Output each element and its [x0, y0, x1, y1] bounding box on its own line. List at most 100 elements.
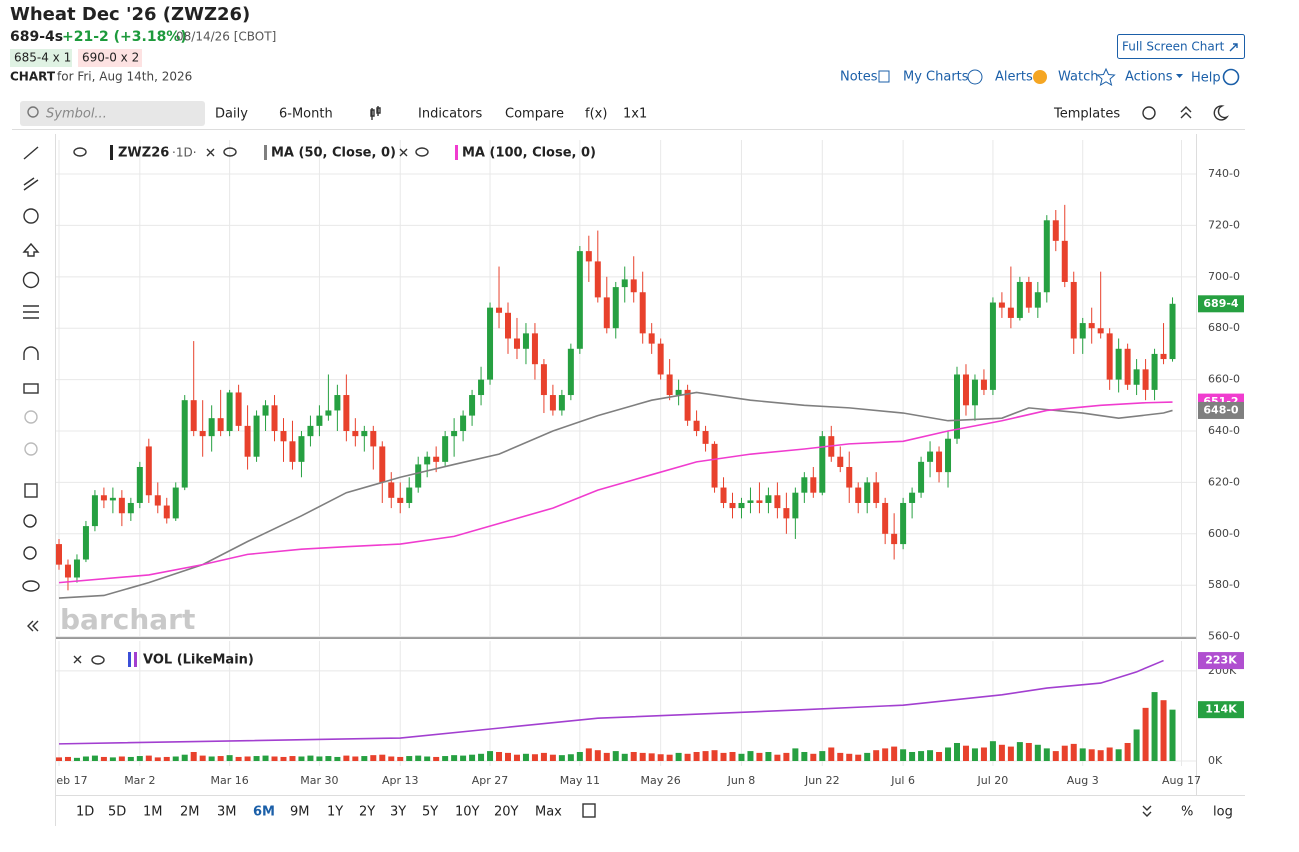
link[interactable]: Watch: [1058, 70, 1098, 85]
log-toggle[interactable]: log: [1213, 805, 1233, 820]
range-button[interactable]: 1M: [143, 805, 163, 820]
volume-bar: [729, 751, 736, 761]
alert-icon[interactable]: [1033, 70, 1047, 84]
tool-icon[interactable]: [23, 383, 39, 394]
candle-body: [397, 497, 404, 503]
range-button[interactable]: 1Y: [327, 805, 343, 820]
tool-icon[interactable]: [23, 305, 39, 319]
range-button[interactable]: 1D: [76, 805, 94, 820]
candle-body: [711, 443, 718, 488]
link[interactable]: Actions: [1125, 70, 1173, 85]
close-icon[interactable]: [73, 655, 82, 664]
volume-bar: [100, 756, 107, 761]
full-screen-button[interactable]: [1117, 34, 1245, 59]
tool-icon[interactable]: [24, 442, 38, 456]
toolbar-item[interactable]: 1x1: [623, 107, 647, 122]
eye-icon[interactable]: [91, 655, 105, 665]
candle-body: [729, 502, 736, 509]
candle-body: [289, 441, 296, 462]
volume-bar: [343, 755, 350, 761]
calendar-icon[interactable]: [582, 803, 596, 818]
tool-icon[interactable]: [24, 483, 38, 498]
tool-icon[interactable]: [22, 271, 40, 289]
tool-icon[interactable]: [23, 546, 37, 560]
volume-bar: [1007, 746, 1014, 761]
range-button[interactable]: 5Y: [422, 805, 438, 820]
chart-type-icon[interactable]: [370, 106, 381, 120]
range-button[interactable]: 9M: [290, 805, 310, 820]
x-tick-label: Mar 16: [210, 774, 248, 787]
range-button[interactable]: 20Y: [494, 805, 519, 820]
tool-icon[interactable]: [24, 410, 38, 424]
volume-bar: [603, 752, 610, 761]
watch-icon[interactable]: [1096, 67, 1116, 87]
volume-bar: [873, 750, 880, 761]
link[interactable]: My Charts: [903, 70, 969, 85]
volume-bar: [208, 756, 215, 761]
candle-body: [594, 261, 601, 298]
full-screen-label[interactable]: Full Screen Chart: [1122, 40, 1225, 54]
candle-body: [343, 395, 350, 432]
range-button[interactable]: 2M: [180, 805, 200, 820]
tool-icon[interactable]: [22, 242, 40, 257]
tool-icon[interactable]: [22, 580, 40, 592]
volume-bar: [702, 751, 709, 761]
eye-icon[interactable]: [223, 147, 237, 157]
tool-icon[interactable]: [27, 620, 39, 632]
legend-label: MA (100, Close, 0): [462, 146, 596, 161]
range-button[interactable]: 2Y: [359, 805, 375, 820]
eye-icon[interactable]: [73, 147, 87, 157]
templates[interactable]: Templates: [1053, 107, 1120, 122]
candle-body: [100, 495, 107, 501]
eye-icon[interactable]: [415, 147, 429, 157]
theme-icon[interactable]: [1213, 105, 1230, 121]
link[interactable]: Alerts: [995, 70, 1033, 85]
collapse-icon[interactable]: [1180, 106, 1192, 119]
link[interactable]: Help: [1191, 71, 1221, 86]
tool-icon[interactable]: [23, 208, 39, 224]
notes-icon[interactable]: [878, 70, 890, 83]
expand-icon[interactable]: [1229, 43, 1238, 52]
close-icon[interactable]: [206, 148, 215, 157]
candle-body: [522, 333, 529, 349]
range-button[interactable]: 10Y: [455, 805, 480, 820]
close-icon[interactable]: [399, 148, 408, 157]
range-button[interactable]: Max: [535, 805, 562, 820]
y-tick-label: 600-0: [1208, 527, 1240, 540]
range-button[interactable]: 3Y: [390, 805, 406, 820]
add-icon[interactable]: [967, 69, 983, 85]
tool-icon[interactable]: [23, 177, 39, 191]
settings-icon[interactable]: [1142, 106, 1156, 120]
symbol-placeholder[interactable]: Symbol...: [46, 107, 107, 122]
tool-icon[interactable]: [23, 146, 39, 160]
toolbar-item[interactable]: Indicators: [418, 107, 482, 122]
range-button[interactable]: 5D: [108, 805, 126, 820]
percent-toggle[interactable]: %: [1181, 805, 1193, 820]
tool-icon[interactable]: [23, 514, 37, 528]
volume-bar: [361, 756, 368, 761]
candle-body: [918, 461, 925, 493]
candle-body: [478, 379, 485, 396]
volume-bar: [828, 747, 835, 761]
candle-body: [56, 544, 62, 565]
toolbar-item[interactable]: f(x): [585, 107, 607, 122]
range-button[interactable]: 6M: [253, 805, 275, 820]
help-icon[interactable]: [1222, 68, 1240, 86]
tool-icon[interactable]: [23, 346, 39, 360]
caret[interactable]: [1176, 74, 1183, 78]
toolbar-item[interactable]: 6-Month: [279, 107, 333, 122]
link[interactable]: Notes: [840, 70, 878, 85]
volume-bar: [73, 757, 80, 761]
candle-body: [531, 333, 538, 365]
candle-body: [873, 482, 880, 503]
toolbar-item[interactable]: Daily: [215, 107, 248, 122]
ask: 690-0 x 2: [82, 51, 139, 65]
toolbar-item[interactable]: Compare: [505, 107, 564, 122]
range-button[interactable]: 3M: [217, 805, 237, 820]
volume-bar: [415, 755, 422, 761]
y-tick-label: 580-0: [1208, 578, 1240, 591]
volume-bar: [522, 753, 529, 761]
expand-down-icon[interactable]: [1142, 805, 1152, 817]
symbol-input[interactable]: [20, 101, 205, 126]
